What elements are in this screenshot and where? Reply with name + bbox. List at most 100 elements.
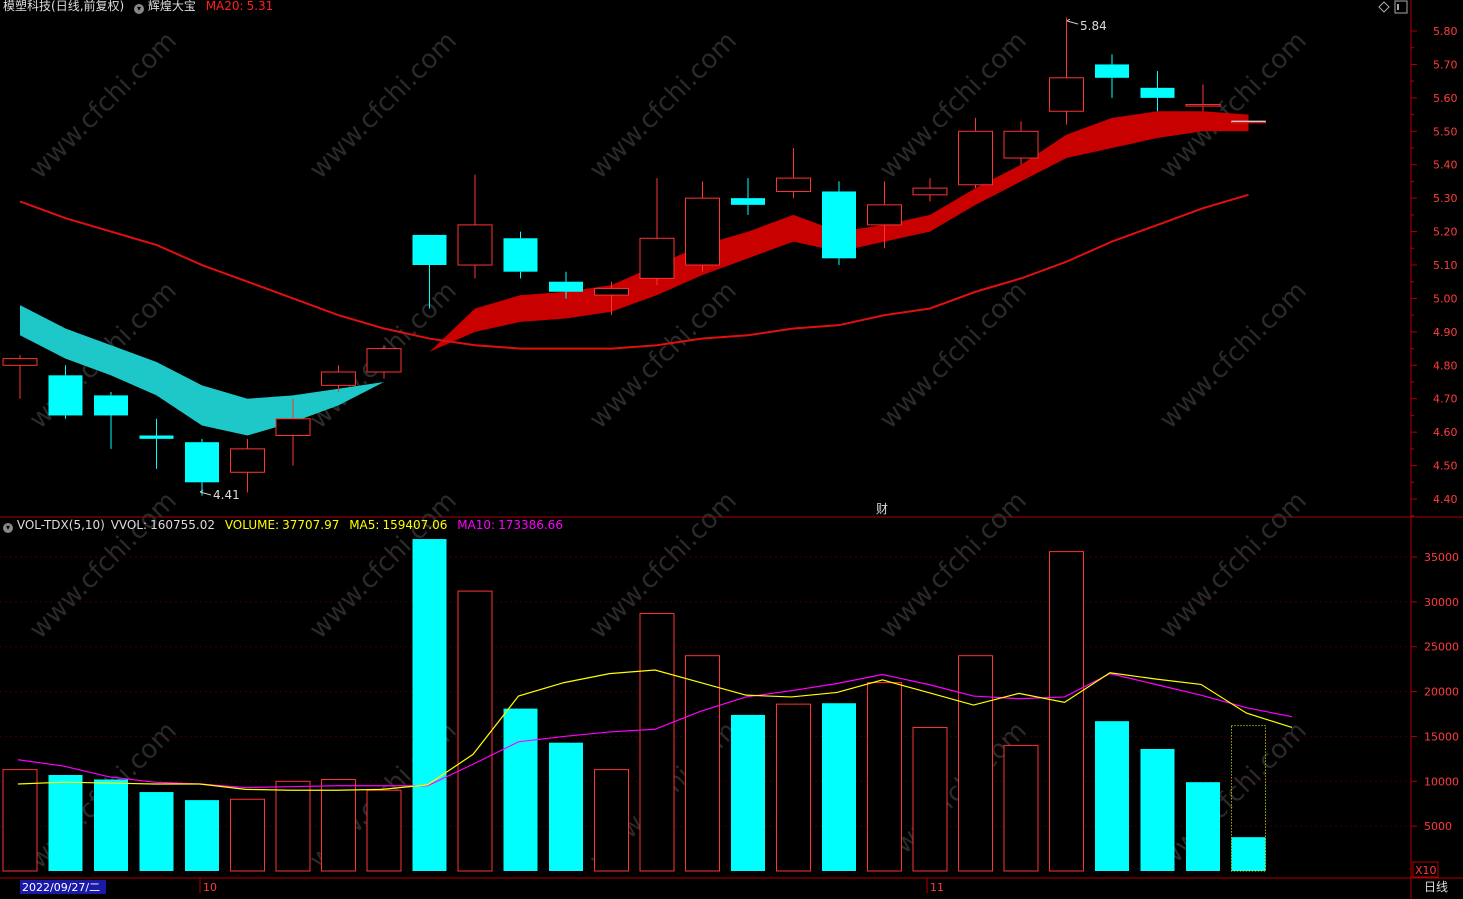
price-grid — [1411, 30, 1417, 517]
watermark-4: www.cfchi.com — [1154, 26, 1313, 185]
indicator-name[interactable]: 辉煌大宝 — [147, 0, 196, 13]
candle[interactable] — [503, 231, 538, 279]
volume-bar[interactable] — [457, 590, 493, 872]
candle-body — [776, 177, 811, 192]
candle[interactable] — [1140, 71, 1175, 112]
volume-bar[interactable] — [1095, 721, 1129, 871]
volume-toggle-icon[interactable]: ▾ — [3, 523, 13, 533]
price-axis-ticks: 5.80 5.70 5.60 5.50 5.40 5.30 5.20 5.10 5.00 4.90… — [1433, 25, 1458, 506]
candle[interactable] — [776, 148, 811, 199]
period-button[interactable]: 日线 — [1424, 880, 1448, 894]
ma20-label: MA20: — [205, 0, 244, 13]
start-date-highlight — [20, 880, 106, 894]
price-tick-label-3: 5.50 — [1433, 125, 1458, 138]
volume-bar[interactable] — [958, 655, 993, 872]
volume-tick-label-3: 20000 — [1424, 686, 1459, 699]
watermark-9: www.cfchi.com — [1154, 276, 1313, 435]
vvol-value: 160755.02 — [150, 518, 215, 532]
volume-bar[interactable] — [503, 708, 538, 871]
candle[interactable] — [822, 181, 856, 266]
candle[interactable] — [867, 181, 902, 249]
volume-bar[interactable] — [776, 703, 811, 872]
volume-bar[interactable] — [366, 789, 402, 872]
candle-body — [412, 234, 447, 266]
volume-bars[interactable] — [2, 539, 1266, 872]
candle[interactable] — [48, 365, 83, 419]
high-price-label: 5.84 — [1080, 19, 1107, 33]
volume-bar[interactable] — [594, 769, 629, 872]
volume-bar[interactable] — [1003, 744, 1039, 872]
volume-bar[interactable] — [549, 742, 583, 871]
volume-header: ▾ VOL-TDX(5,10) VVOL: 160755.02 VOLUME: 37… — [3, 518, 563, 533]
candle[interactable] — [731, 178, 765, 215]
candle[interactable] — [275, 398, 311, 466]
candle[interactable] — [412, 234, 447, 309]
volume-bar[interactable] — [230, 798, 265, 872]
candle[interactable] — [2, 355, 38, 399]
candlestick-series[interactable] — [2, 17, 1266, 496]
volume-indicator-name[interactable]: VOL-TDX(5,10) — [16, 518, 105, 532]
candle[interactable] — [366, 345, 402, 379]
volume-bar[interactable] — [185, 800, 219, 871]
candle[interactable] — [94, 392, 128, 449]
price-tick-label-1: 5.70 — [1433, 58, 1458, 71]
ma20-value: 5.31 — [246, 0, 274, 13]
candle[interactable] — [1185, 84, 1221, 112]
candle[interactable] — [1095, 54, 1129, 98]
candle[interactable] — [1003, 121, 1039, 165]
volume-bar[interactable] — [139, 792, 174, 871]
volume-bar[interactable] — [867, 682, 902, 872]
volume-bar[interactable] — [639, 613, 675, 872]
volume-tick-label-5: 10000 — [1424, 775, 1459, 788]
volume-value: 37707.97 — [282, 518, 340, 532]
diamond-icon[interactable] — [1378, 1, 1390, 13]
candle[interactable] — [457, 174, 493, 279]
scale-tag-box[interactable] — [1412, 861, 1439, 878]
candle-body — [958, 130, 993, 186]
scale-tag[interactable]: X10 — [1415, 864, 1437, 877]
candle[interactable] — [549, 271, 583, 299]
volume-bar[interactable] — [685, 655, 720, 872]
volume-bar[interactable] — [321, 778, 356, 872]
candle[interactable] — [1049, 17, 1084, 125]
volume-bar[interactable] — [1186, 782, 1220, 871]
candle[interactable] — [185, 438, 219, 496]
ma20-line — [19, 193, 1249, 350]
watermark-0: www.cfchi.com — [24, 26, 183, 185]
volume-tick-label-2: 25000 — [1424, 641, 1459, 654]
candle-body — [867, 204, 902, 226]
candle[interactable] — [958, 117, 993, 189]
month-label-nov: 11 — [930, 881, 944, 894]
finance-marker[interactable]: 财 — [876, 502, 888, 516]
volume-bar[interactable] — [1140, 748, 1175, 871]
candle[interactable] — [639, 178, 675, 286]
watermark-2: www.cfchi.com — [584, 26, 743, 185]
volume-bar[interactable] — [731, 714, 765, 871]
volume-bar[interactable] — [1231, 837, 1266, 871]
month-label-oct: 10 — [203, 881, 217, 894]
low-price-label: 4.41 — [213, 488, 240, 502]
candle[interactable] — [139, 418, 174, 469]
candle[interactable] — [230, 438, 265, 493]
candle[interactable] — [594, 281, 629, 316]
volume-bar[interactable] — [2, 769, 38, 872]
volume-bar[interactable] — [412, 539, 447, 871]
volume-bar[interactable] — [275, 780, 311, 872]
volume-bar[interactable] — [912, 726, 948, 872]
candle[interactable] — [685, 181, 720, 272]
volume-bar[interactable] — [48, 775, 83, 871]
candle[interactable] — [912, 178, 948, 202]
candle-body — [1140, 87, 1175, 98]
volume-bar[interactable] — [822, 703, 856, 871]
candle[interactable] — [321, 365, 356, 393]
indicator-toggle-icon[interactable]: ▾ — [134, 4, 145, 14]
panel-toggle-icon[interactable] — [1394, 0, 1408, 14]
watermark-14: www.cfchi.com — [1154, 486, 1313, 645]
candle-body — [731, 198, 765, 205]
price-tick-label-9: 4.90 — [1433, 326, 1458, 339]
volume-bar[interactable] — [94, 779, 128, 871]
volume-bar[interactable] — [1049, 551, 1084, 872]
watermark-10: www.cfchi.com — [24, 486, 183, 645]
